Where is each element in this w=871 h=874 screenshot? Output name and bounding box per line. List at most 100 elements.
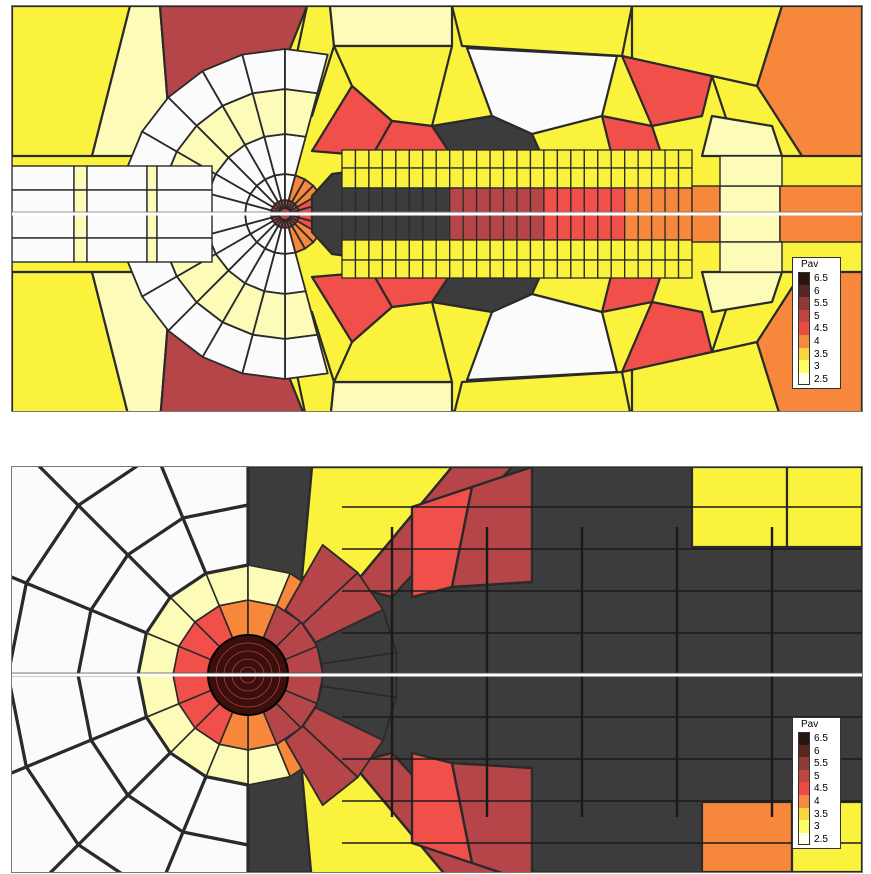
mesh-cell bbox=[610, 239, 626, 261]
mesh-cell bbox=[543, 167, 559, 189]
legend-tick-label: 4.5 bbox=[814, 783, 828, 795]
mesh-cell bbox=[12, 237, 75, 263]
mesh-cell bbox=[556, 259, 572, 279]
mesh-cell bbox=[73, 237, 88, 263]
mesh-cell bbox=[408, 239, 424, 261]
mesh-cell bbox=[156, 189, 213, 215]
mesh-cell bbox=[650, 149, 666, 169]
mesh-cell bbox=[570, 239, 585, 261]
mesh-cell bbox=[664, 259, 680, 279]
mesh-cell bbox=[12, 165, 75, 191]
mesh-cell bbox=[543, 239, 559, 261]
mesh-cell bbox=[341, 259, 357, 279]
mesh-cell bbox=[529, 239, 545, 261]
mesh-cell bbox=[700, 800, 794, 872]
mesh-cell bbox=[489, 167, 505, 189]
mesh-cell bbox=[637, 239, 653, 261]
mesh-cell bbox=[462, 259, 478, 279]
mesh-cell bbox=[502, 167, 518, 189]
legend-tick-label: 3.5 bbox=[814, 348, 828, 360]
legend-tick-label: 6.5 bbox=[814, 733, 828, 744]
legend-tick-label: 5.5 bbox=[814, 758, 828, 770]
mesh-cell bbox=[422, 239, 437, 261]
legend-title: Pav bbox=[801, 719, 819, 730]
mesh-cell bbox=[475, 167, 491, 189]
legend-swatch bbox=[798, 297, 810, 310]
mesh-cell bbox=[516, 149, 532, 169]
mesh-cell bbox=[624, 239, 639, 261]
legend-swatch bbox=[798, 769, 810, 783]
mesh-cell bbox=[449, 149, 464, 169]
mesh-cell bbox=[450, 467, 534, 589]
mesh-cell bbox=[328, 6, 454, 48]
mesh-cell bbox=[341, 239, 357, 261]
legend-swatch bbox=[798, 335, 810, 348]
mesh-cell bbox=[489, 149, 505, 169]
mesh-cell bbox=[556, 167, 572, 189]
mesh-cell bbox=[620, 300, 714, 374]
mesh-cell bbox=[465, 46, 619, 136]
mesh-cell bbox=[529, 167, 545, 189]
mesh-cell bbox=[381, 149, 397, 169]
mesh-cell bbox=[475, 239, 491, 261]
mesh-cell bbox=[462, 239, 478, 261]
mesh-cell bbox=[160, 467, 250, 520]
mesh-cell bbox=[650, 259, 666, 279]
mesh-cell bbox=[529, 149, 545, 169]
legend: Pav 6.5 6 5.5 5 4.5 4 3.5 3 2.5 bbox=[792, 257, 841, 389]
mesh-cell bbox=[12, 673, 93, 769]
mesh-cell bbox=[624, 259, 639, 279]
mesh-cell bbox=[408, 259, 424, 279]
mesh-cell bbox=[156, 237, 213, 263]
mesh-cell bbox=[597, 259, 612, 279]
legend-swatch bbox=[798, 347, 810, 361]
mesh-cell bbox=[502, 239, 518, 261]
mesh-cell bbox=[570, 259, 585, 279]
mesh-cell bbox=[284, 725, 359, 807]
mesh-cell bbox=[677, 259, 693, 279]
mesh-cell bbox=[395, 239, 410, 261]
mesh-cell bbox=[73, 189, 88, 215]
mesh-cell bbox=[597, 149, 612, 169]
mesh-cell bbox=[381, 167, 397, 189]
mesh-cell bbox=[597, 167, 612, 189]
legend-tick-label: 5 bbox=[814, 310, 820, 322]
legend-swatch bbox=[798, 832, 810, 846]
mesh-cell bbox=[516, 259, 532, 279]
mesh-cell bbox=[368, 167, 384, 189]
mesh-cell bbox=[556, 239, 572, 261]
legend-swatch bbox=[798, 272, 810, 285]
mesh-cell bbox=[146, 237, 158, 263]
mesh-cell bbox=[449, 239, 464, 261]
mesh-cell bbox=[719, 155, 783, 187]
mesh-cell bbox=[664, 239, 680, 261]
mesh-cell bbox=[12, 213, 75, 239]
mesh-cell bbox=[677, 167, 693, 189]
mesh-cell bbox=[489, 239, 505, 261]
mesh-cell bbox=[12, 765, 80, 872]
legend-swatch bbox=[798, 820, 810, 833]
legend: Pav 6.5 6 5.5 5 4.5 4 3.5 3 2.5 bbox=[792, 717, 841, 849]
mesh-cell bbox=[637, 259, 653, 279]
legend-swatch bbox=[798, 807, 810, 821]
mesh-cell bbox=[556, 149, 572, 169]
mesh-cell bbox=[610, 167, 626, 189]
legend-swatch bbox=[798, 322, 810, 335]
legend-title: Pav bbox=[801, 259, 819, 270]
mesh-cell bbox=[354, 167, 370, 189]
mesh-cell bbox=[164, 830, 250, 872]
mesh-cell bbox=[73, 165, 88, 191]
mesh-cell bbox=[48, 843, 123, 872]
mesh-cell bbox=[529, 259, 545, 279]
mesh-cell bbox=[449, 167, 464, 189]
mesh-cell bbox=[146, 189, 158, 215]
mesh-cell bbox=[341, 149, 357, 169]
mesh-cell bbox=[422, 259, 437, 279]
mesh-cell bbox=[583, 149, 599, 169]
legend-tick-label: 4 bbox=[814, 796, 820, 807]
mesh-cell bbox=[12, 189, 75, 215]
mesh-cell bbox=[516, 239, 532, 261]
mesh-cell bbox=[156, 165, 213, 191]
mesh-zoom-plot bbox=[12, 467, 862, 872]
mesh-cell bbox=[368, 239, 384, 261]
